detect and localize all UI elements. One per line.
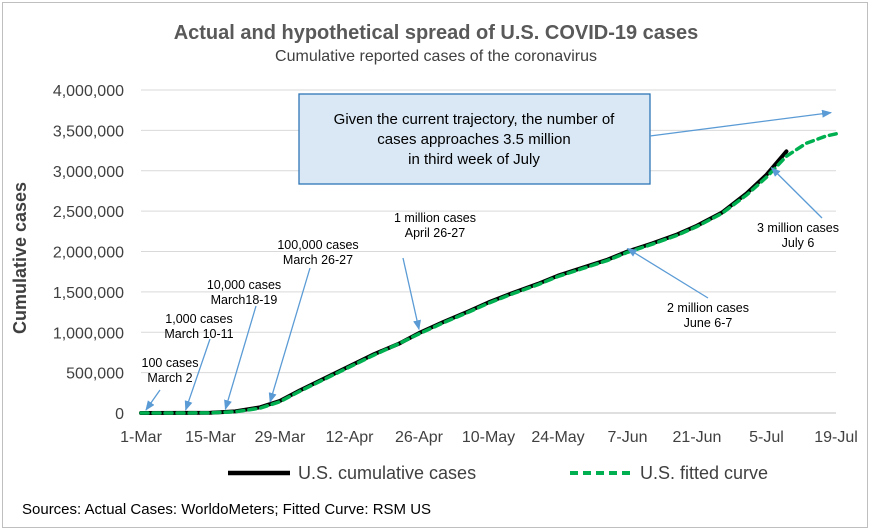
y-tick-label: 500,000 (66, 366, 124, 383)
annotation-label: July 6 (782, 236, 815, 250)
annotation-label: 10,000 cases (207, 278, 281, 292)
annotation-label: 1 million cases (394, 211, 476, 225)
callout-text: cases approaches 3.5 million (377, 131, 570, 148)
annotation-arrow (145, 389, 161, 411)
y-tick-label: 0 (115, 406, 124, 423)
series-lines (139, 131, 843, 415)
x-tick-label: 15-Mar (185, 429, 236, 446)
annotation-label: 2 million cases (667, 301, 749, 315)
legend-label: U.S. fitted curve (640, 463, 768, 483)
callout-arrow (649, 109, 833, 137)
annotation-label: March 10-11 (164, 327, 233, 341)
annotation-label: March 26-27 (283, 253, 353, 267)
callout-text: in third week of July (408, 151, 540, 168)
annotation-arrow (626, 247, 709, 299)
annotation-label: 3 million cases (757, 221, 839, 235)
x-tick-label: 19-Jul (814, 429, 858, 446)
chart-title: Actual and hypothetical spread of U.S. C… (173, 22, 699, 44)
y-tick-label: 3,500,000 (53, 123, 124, 140)
x-tick-label: 24-May (531, 429, 584, 446)
series-line-fitted (139, 131, 843, 415)
chart-subtitle: Cumulative reported cases of the coronav… (275, 48, 597, 65)
annotation-arrow (184, 338, 211, 411)
annotation-arrow (402, 257, 421, 331)
annotation-label: 100 cases (142, 356, 199, 370)
legend: U.S. cumulative cases U.S. fitted curve (228, 463, 768, 483)
x-tick-label: 29-Mar (255, 429, 306, 446)
callout-text: Given the current trajectory, the number… (334, 111, 616, 128)
y-tick-label: 4,000,000 (53, 83, 124, 100)
annotation-label: June 6-7 (684, 316, 733, 330)
y-tick-labels: 0 500,000 1,000,000 1,500,000 2,000,000 2,500… (53, 83, 124, 423)
y-axis-label: Cumulative cases (10, 182, 30, 334)
x-tick-label: 21-Jun (673, 429, 722, 446)
source-note: Sources: Actual Cases: WorldoMeters; Fit… (22, 501, 432, 518)
x-tick-label: 5-Jul (749, 429, 784, 446)
x-tick-label: 10-May (462, 429, 515, 446)
annotation-label: 100,000 cases (277, 238, 358, 252)
x-tick-label: 1-Mar (120, 429, 162, 446)
y-tick-label: 3,000,000 (53, 164, 124, 181)
annotation-arrow (268, 267, 311, 403)
x-tick-label: 26-Apr (395, 429, 444, 446)
legend-label: U.S. cumulative cases (298, 463, 476, 483)
y-tick-label: 2,000,000 (53, 245, 124, 262)
callout-box (298, 93, 651, 185)
legend-item: U.S. fitted curve (570, 463, 768, 483)
callout: Given the current trajectory, the number… (298, 93, 833, 185)
x-tick-label: 12-Apr (325, 429, 374, 446)
x-tick-label: 7-Jun (607, 429, 647, 446)
y-tick-label: 1,500,000 (53, 285, 124, 302)
annotation-label: April 26-27 (405, 226, 465, 240)
annotation-label: March18-19 (211, 293, 278, 307)
annotation-label: March 2 (147, 371, 192, 385)
gridlines (141, 89, 836, 414)
annotation-arrow (770, 167, 823, 219)
legend-item: U.S. cumulative cases (228, 463, 476, 483)
y-tick-label: 1,000,000 (53, 325, 124, 342)
x-tick-labels: 1-Mar 15-Mar 29-Mar 12-Apr 26-Apr 10-May 24-Ma… (120, 429, 858, 446)
y-tick-label: 2,500,000 (53, 204, 124, 221)
annotation-arrow (224, 305, 257, 411)
annotation-label: 1,000 cases (165, 312, 232, 326)
